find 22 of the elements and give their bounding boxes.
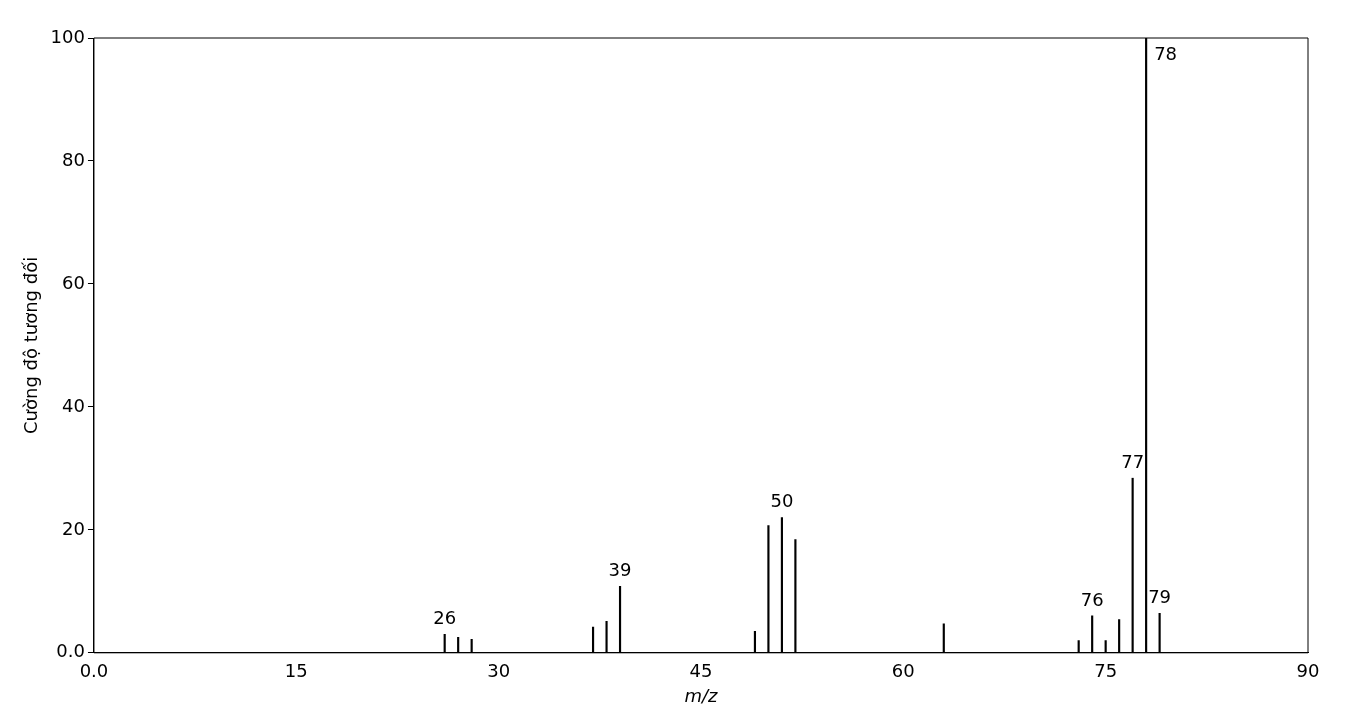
y-tick-label: 100: [50, 25, 85, 47]
y-tick-label: 80: [62, 148, 85, 170]
x-tick-label: 75: [1094, 660, 1118, 682]
y-tick-label: 60: [62, 271, 85, 293]
x-tick-label: 45: [689, 660, 713, 682]
annotation: 79: [1148, 586, 1172, 608]
x-tick-label: 15: [284, 660, 308, 682]
x-tick-label: 0.0: [79, 660, 109, 682]
x-tick-label: 60: [891, 660, 915, 682]
annotation: 76: [1080, 588, 1104, 610]
annotation: 50: [770, 490, 794, 512]
y-axis-title: Cường độ tương đối: [20, 256, 42, 434]
x-tick-label: 30: [487, 660, 511, 682]
x-axis-title: m/z: [684, 684, 719, 706]
y-tick-label: 40: [62, 394, 85, 416]
annotation: 39: [608, 559, 632, 581]
annotation: 77: [1121, 450, 1145, 472]
annotation: 26: [433, 607, 457, 629]
y-tick-label: 0.0: [56, 640, 85, 662]
x-tick-label: 90: [1296, 660, 1320, 682]
annotation: 78: [1154, 42, 1178, 64]
y-tick-label: 20: [62, 517, 85, 539]
